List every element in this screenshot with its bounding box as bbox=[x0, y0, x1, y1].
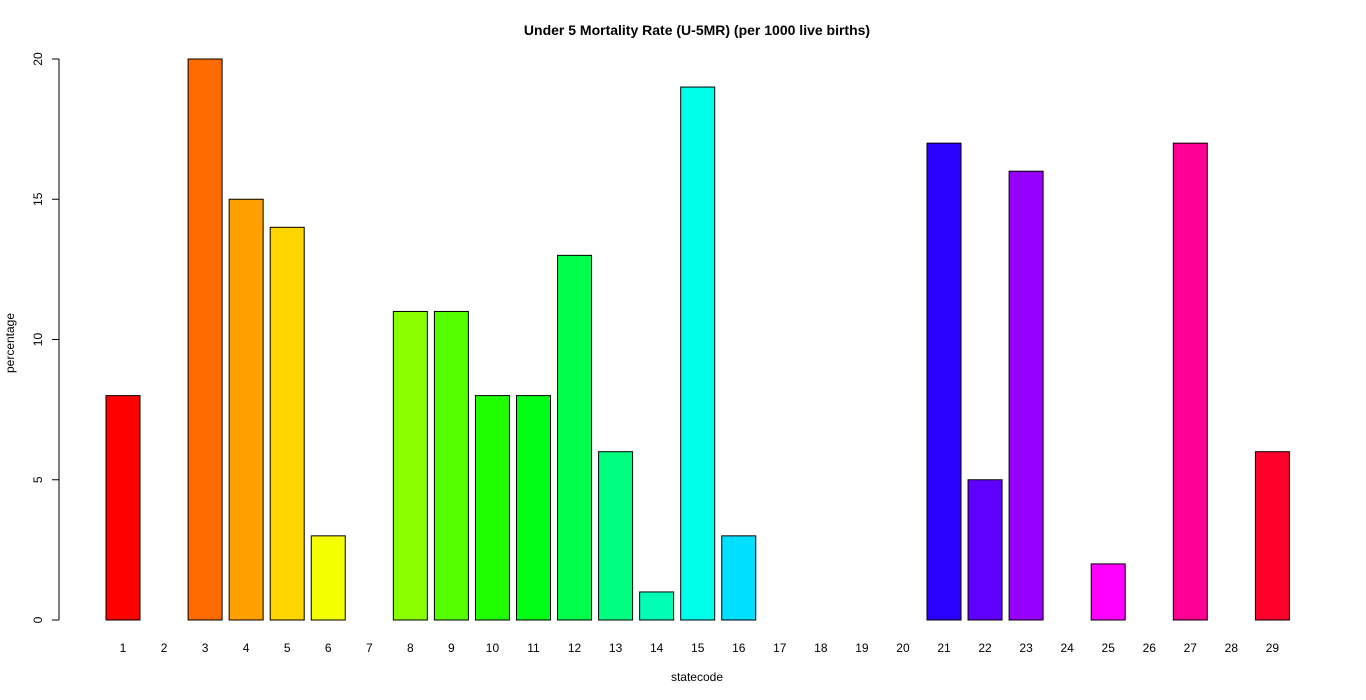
bar-21 bbox=[926, 142, 962, 621]
x-tick-label: 8 bbox=[407, 641, 414, 655]
x-tick-label: 4 bbox=[243, 641, 250, 655]
x-tick-label: 26 bbox=[1143, 641, 1157, 655]
x-tick-label: 6 bbox=[325, 641, 332, 655]
x-tick-label: 1 bbox=[120, 641, 127, 655]
bar-29 bbox=[1254, 451, 1290, 621]
x-tick-label: 19 bbox=[855, 641, 869, 655]
bar-22 bbox=[967, 479, 1003, 621]
y-tick-label: 0 bbox=[31, 616, 45, 623]
bars-group bbox=[105, 58, 1290, 621]
x-tick-label: 22 bbox=[978, 641, 992, 655]
y-axis: 0 5 10 15 20 bbox=[31, 52, 60, 623]
x-tick-label: 14 bbox=[650, 641, 664, 655]
bar-6 bbox=[310, 535, 346, 621]
bar-16 bbox=[721, 535, 757, 621]
x-tick-label: 27 bbox=[1184, 641, 1198, 655]
x-tick-label: 21 bbox=[937, 641, 951, 655]
x-tick-label: 9 bbox=[448, 641, 455, 655]
x-tick-label: 13 bbox=[609, 641, 623, 655]
bar-3 bbox=[187, 58, 223, 621]
bar-23 bbox=[1008, 170, 1044, 621]
x-tick-label: 20 bbox=[896, 641, 910, 655]
bar-1 bbox=[105, 395, 141, 621]
y-tick-label: 5 bbox=[31, 476, 45, 483]
chart-title: Under 5 Mortality Rate (U-5MR) (per 1000… bbox=[524, 22, 870, 38]
x-tick-label: 28 bbox=[1225, 641, 1239, 655]
bar-14 bbox=[639, 591, 675, 621]
x-tick-label: 24 bbox=[1060, 641, 1074, 655]
x-tick-labels: 1 2 3 4 5 6 7 8 9 10 11 12 13 14 15 16 17 18 19 20 21 22 23 24 2… bbox=[120, 641, 1280, 655]
x-tick-label: 2 bbox=[161, 641, 168, 655]
bar-5 bbox=[269, 226, 305, 621]
bar-11 bbox=[516, 395, 551, 621]
x-axis-label: statecode bbox=[671, 670, 723, 684]
x-tick-label: 16 bbox=[732, 641, 746, 655]
x-tick-label: 5 bbox=[284, 641, 291, 655]
bar-13 bbox=[598, 451, 634, 621]
y-axis-label: percentage bbox=[3, 313, 17, 373]
bar-10 bbox=[474, 395, 510, 621]
x-tick-label: 12 bbox=[568, 641, 582, 655]
y-tick-label: 20 bbox=[31, 52, 45, 66]
bar-25 bbox=[1090, 563, 1126, 621]
bar-27 bbox=[1172, 142, 1208, 621]
x-tick-label: 7 bbox=[366, 641, 373, 655]
y-tick-label: 10 bbox=[31, 333, 45, 347]
x-tick-label: 29 bbox=[1266, 641, 1280, 655]
x-tick-label: 11 bbox=[527, 641, 540, 655]
bar-12 bbox=[557, 254, 593, 621]
x-tick-label: 17 bbox=[773, 641, 787, 655]
x-tick-label: 15 bbox=[691, 641, 705, 655]
bar-15 bbox=[680, 86, 716, 621]
bar-8 bbox=[392, 310, 428, 621]
x-tick-label: 18 bbox=[814, 641, 828, 655]
bar-4 bbox=[228, 198, 264, 621]
x-tick-label: 3 bbox=[202, 641, 209, 655]
bar-9 bbox=[433, 310, 469, 621]
y-tick-label: 15 bbox=[31, 192, 45, 206]
x-tick-label: 23 bbox=[1019, 641, 1033, 655]
x-tick-label: 10 bbox=[486, 641, 500, 655]
x-tick-label: 25 bbox=[1102, 641, 1116, 655]
